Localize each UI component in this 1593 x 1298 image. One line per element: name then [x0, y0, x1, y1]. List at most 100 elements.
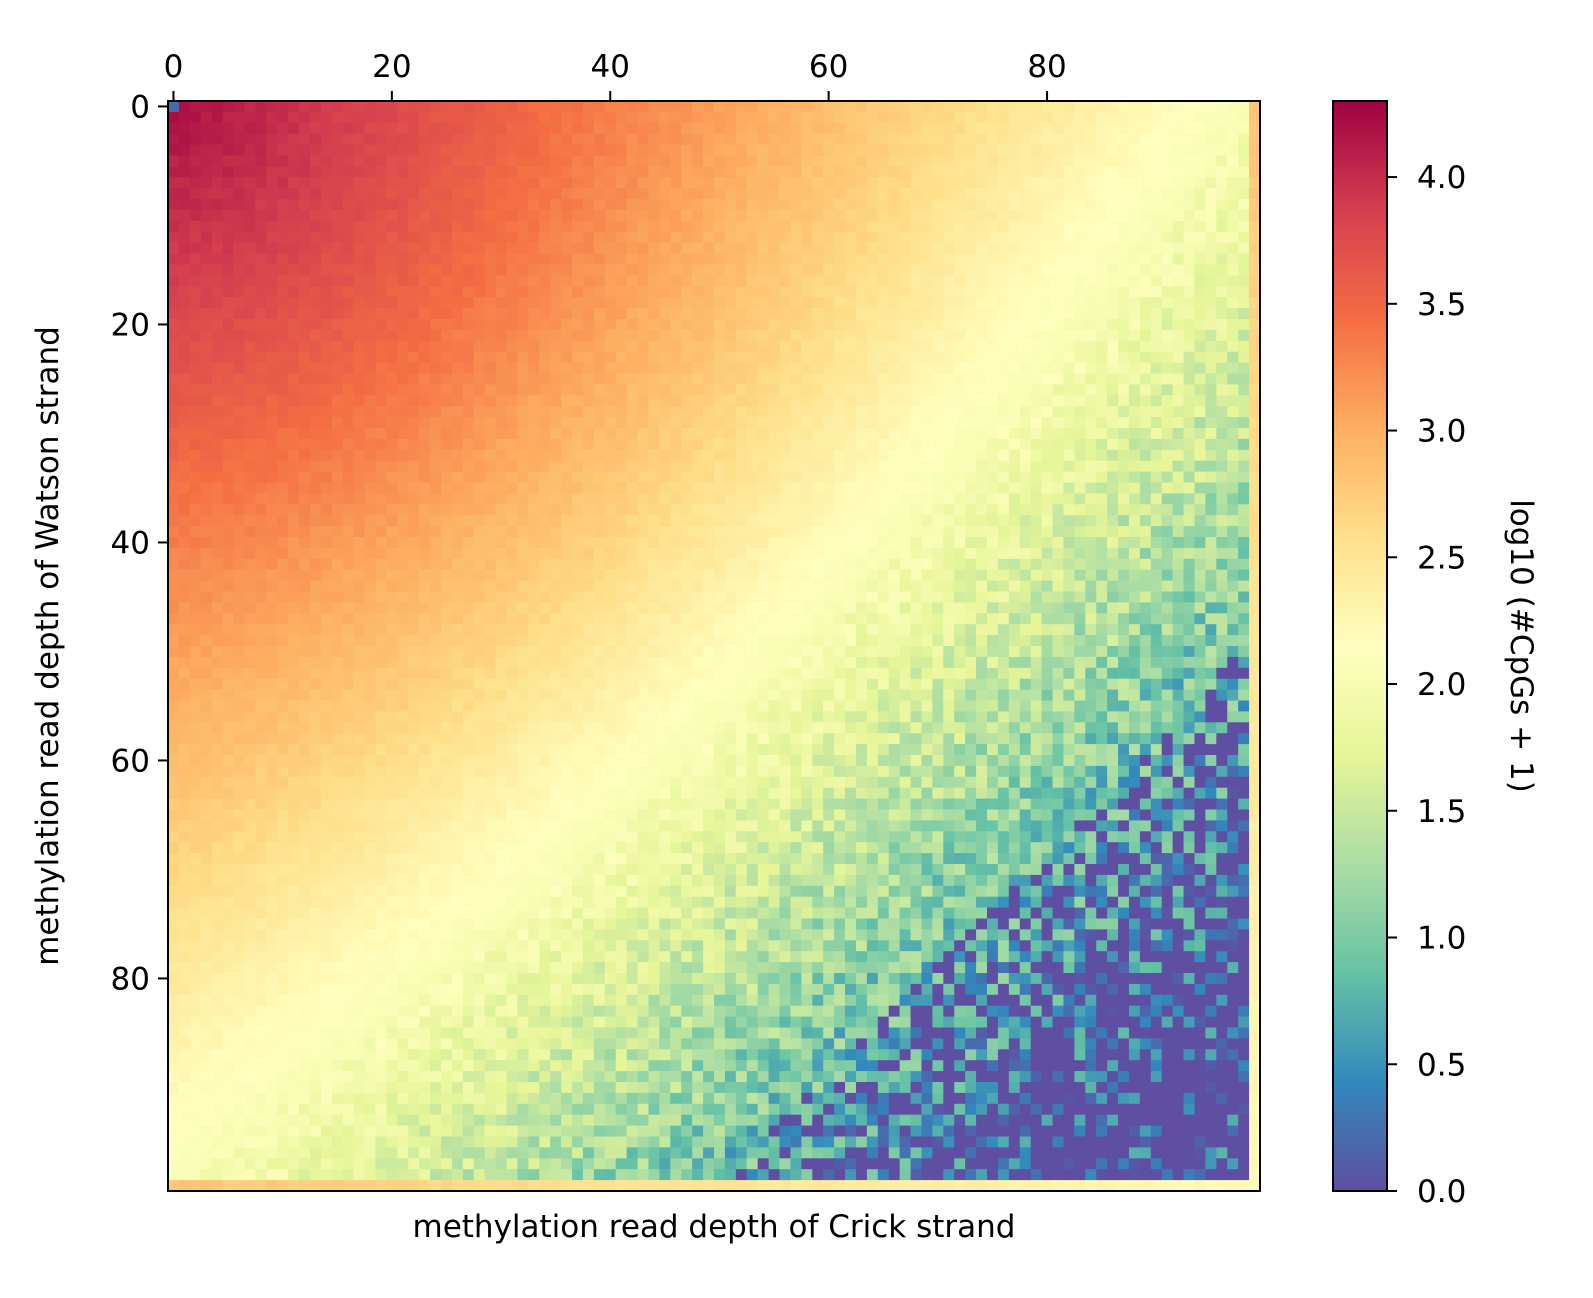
heatmap-cell [178, 417, 191, 429]
heatmap-cell [670, 471, 682, 484]
heatmap-cell [703, 504, 715, 516]
heatmap-cell [299, 504, 311, 516]
heatmap-cell [1030, 177, 1043, 189]
heatmap-cell [888, 231, 901, 244]
heatmap-cell [517, 329, 529, 342]
heatmap-cell [1194, 144, 1206, 157]
heatmap-cell [222, 635, 235, 647]
heatmap-cell [211, 210, 224, 222]
heatmap-cell [288, 460, 300, 473]
heatmap-cell [681, 101, 693, 113]
heatmap-cell [342, 242, 355, 255]
heatmap-cell [222, 144, 235, 157]
heatmap-cell [648, 122, 660, 135]
heatmap-cell [168, 275, 180, 287]
heatmap-cell [604, 264, 617, 276]
heatmap-cell [342, 482, 355, 494]
heatmap-cell [320, 297, 333, 309]
heatmap-cell [299, 242, 311, 255]
heatmap-cell [342, 319, 355, 331]
heatmap-cell [987, 460, 999, 473]
heatmap-cell [703, 166, 715, 178]
heatmap-cell [626, 220, 639, 233]
heatmap-cell [375, 329, 387, 342]
heatmap-cell [1118, 177, 1130, 189]
heatmap-cell [681, 449, 693, 462]
heatmap-cell [921, 199, 933, 211]
heatmap-cell [1172, 308, 1185, 320]
heatmap-cell [255, 199, 267, 211]
heatmap-cell [528, 264, 540, 276]
heatmap-cell [1041, 155, 1054, 167]
heatmap-cell [659, 537, 671, 549]
heatmap-cell [397, 526, 409, 538]
heatmap-cell [1128, 319, 1141, 331]
heatmap-cell [877, 319, 890, 331]
heatmap-cell [866, 493, 879, 505]
heatmap-cell [757, 329, 770, 342]
heatmap-cell [1041, 351, 1054, 364]
heatmap-cell [211, 199, 224, 211]
heatmap-cell [943, 297, 955, 309]
heatmap-cell [506, 177, 519, 189]
heatmap-cell [200, 493, 213, 505]
heatmap-cell [899, 199, 912, 211]
heatmap-cell [331, 613, 344, 625]
heatmap-cell [168, 373, 180, 385]
heatmap-cell [593, 111, 606, 124]
heatmap-cell [615, 613, 628, 625]
heatmap-cell [659, 624, 671, 636]
heatmap-cell [331, 526, 344, 538]
heatmap-cell [1249, 417, 1261, 429]
heatmap-cell [779, 428, 792, 440]
heatmap-cell [550, 635, 562, 647]
heatmap-cell [1030, 504, 1043, 516]
heatmap-cell [976, 613, 988, 625]
heatmap-cell [637, 166, 650, 178]
heatmap-cell [375, 460, 387, 473]
heatmap-cell [768, 351, 781, 364]
heatmap-cell [430, 526, 442, 538]
heatmap-cell [866, 329, 879, 342]
heatmap-cell [1216, 351, 1228, 364]
heatmap-cell [364, 602, 377, 614]
heatmap-cell [943, 286, 955, 298]
heatmap-cell [1118, 155, 1130, 167]
heatmap-cell [419, 199, 431, 211]
heatmap-cell [965, 493, 977, 505]
heatmap-cell [757, 580, 770, 593]
heatmap-cell [168, 460, 180, 473]
heatmap-cell [714, 166, 726, 178]
heatmap-cell [637, 580, 650, 593]
heatmap-cell [670, 624, 682, 636]
heatmap-cell [266, 286, 278, 298]
heatmap-cell [309, 231, 322, 244]
heatmap-cell [561, 101, 573, 113]
heatmap-cell [746, 460, 759, 473]
heatmap-cell [441, 395, 453, 407]
heatmap-cell [561, 308, 573, 320]
heatmap-cell [364, 144, 377, 157]
heatmap-cell [244, 515, 256, 527]
heatmap-cell [593, 417, 606, 429]
heatmap-cell [211, 351, 224, 364]
heatmap-cell [997, 602, 1010, 614]
heatmap-cell [965, 438, 977, 451]
heatmap-cell [976, 188, 988, 200]
heatmap-cell [1139, 199, 1152, 211]
heatmap-cell [430, 144, 442, 157]
heatmap-cell [626, 144, 639, 157]
heatmap-cell [189, 231, 202, 244]
heatmap-cell [178, 406, 191, 418]
heatmap-cell [1172, 504, 1185, 516]
heatmap-cell [703, 515, 715, 527]
heatmap-cell [572, 319, 584, 331]
heatmap-cell [845, 384, 857, 396]
heatmap-cell [768, 591, 781, 603]
heatmap-cell [528, 471, 540, 484]
heatmap-cell [255, 482, 267, 494]
heatmap-cell [888, 351, 901, 364]
heatmap-cell [790, 264, 802, 276]
heatmap-cell [462, 329, 475, 342]
heatmap-cell [331, 438, 344, 451]
